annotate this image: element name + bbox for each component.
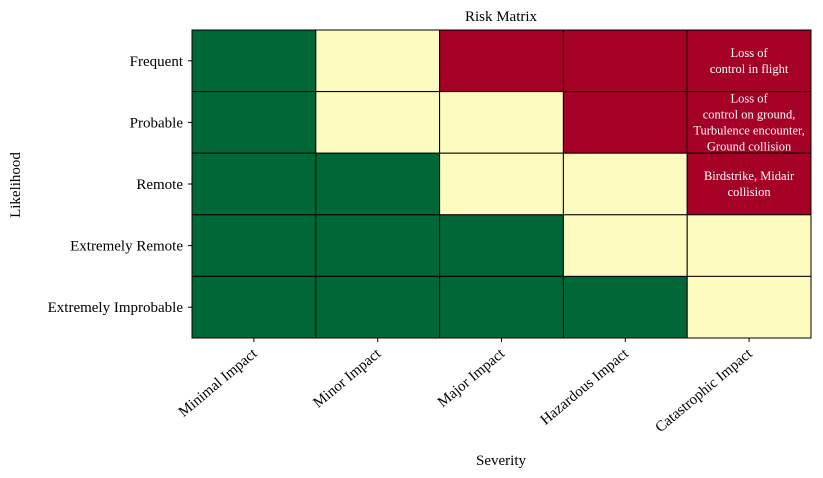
y-tick-label: Extremely Remote	[70, 239, 183, 255]
cell-annotations: Loss of control in flight Loss of control o…	[693, 46, 805, 199]
heatmap-cell	[315, 214, 441, 277]
cell-annotation: Loss of control in flight	[710, 46, 789, 76]
y-tick-label: Remote	[136, 177, 183, 193]
heatmap-cell	[439, 275, 564, 339]
y-tick-label: Probable	[130, 115, 184, 131]
cell-annotation-line: control on ground,	[703, 107, 796, 121]
heatmap-cell	[562, 275, 688, 339]
x-tick-label: Minor Impact	[310, 345, 384, 411]
heatmap-cell	[191, 275, 317, 339]
cell-annotation-line: Loss of	[731, 46, 769, 60]
x-tick-label: Major Impact	[435, 345, 509, 411]
heatmap-cell	[191, 91, 317, 154]
x-tick-label: Hazardous Impact	[538, 345, 633, 428]
heatmap-cell	[686, 91, 812, 154]
heatmap-cell	[315, 91, 441, 154]
heatmap-cell	[562, 152, 688, 216]
heatmap-cell	[439, 29, 564, 93]
cell-annotation-line: control in flight	[710, 62, 789, 76]
heatmap-cell	[439, 152, 564, 216]
heatmap-cell	[439, 214, 564, 277]
heatmap-cell	[562, 29, 688, 93]
heatmap-cell	[439, 91, 564, 154]
y-axis-label: Likelihood	[8, 152, 24, 218]
heatmap-cell	[191, 152, 317, 216]
cell-annotation-line: Loss of	[731, 91, 769, 105]
heatmap-cell	[686, 152, 812, 216]
cell-annotation: Birdstrike, Midair collision	[704, 169, 795, 199]
x-tick-label: Minimal Impact	[176, 345, 261, 420]
y-tick-label: Frequent	[130, 54, 184, 70]
y-tick-label: Extremely Improbable	[48, 300, 184, 316]
x-tick-label: Catastrophic Impact	[653, 345, 757, 436]
cell-annotation-line: Turbulence encounter,	[693, 123, 805, 137]
chart-title: Risk Matrix	[465, 9, 538, 25]
heatmap-cell	[315, 29, 441, 93]
cell-annotation-line: Ground collision	[707, 139, 792, 153]
cell-annotation: Loss of control on ground, Turbulence enco…	[693, 91, 805, 153]
y-tick-labels: Frequent Probable Remote Extremely Remote Ex…	[48, 54, 192, 316]
cell-annotation-line: Birdstrike, Midair	[704, 169, 795, 183]
heatmap-cell	[191, 214, 317, 277]
heatmap-cell	[315, 152, 441, 216]
x-ticks: Minimal Impact Minor Impact Major Impact Ha…	[176, 338, 756, 436]
heatmap-cell	[686, 275, 812, 339]
heatmap-cell	[686, 214, 812, 277]
heatmap-cell	[562, 214, 688, 277]
heatmap-cell	[562, 91, 688, 154]
heatmap-cell	[686, 29, 812, 93]
heatmap-cells	[191, 29, 812, 339]
cell-annotation-line: collision	[728, 185, 772, 199]
heatmap-cell	[191, 29, 317, 93]
heatmap-cell	[315, 275, 441, 339]
x-axis-label: Severity	[476, 453, 526, 469]
